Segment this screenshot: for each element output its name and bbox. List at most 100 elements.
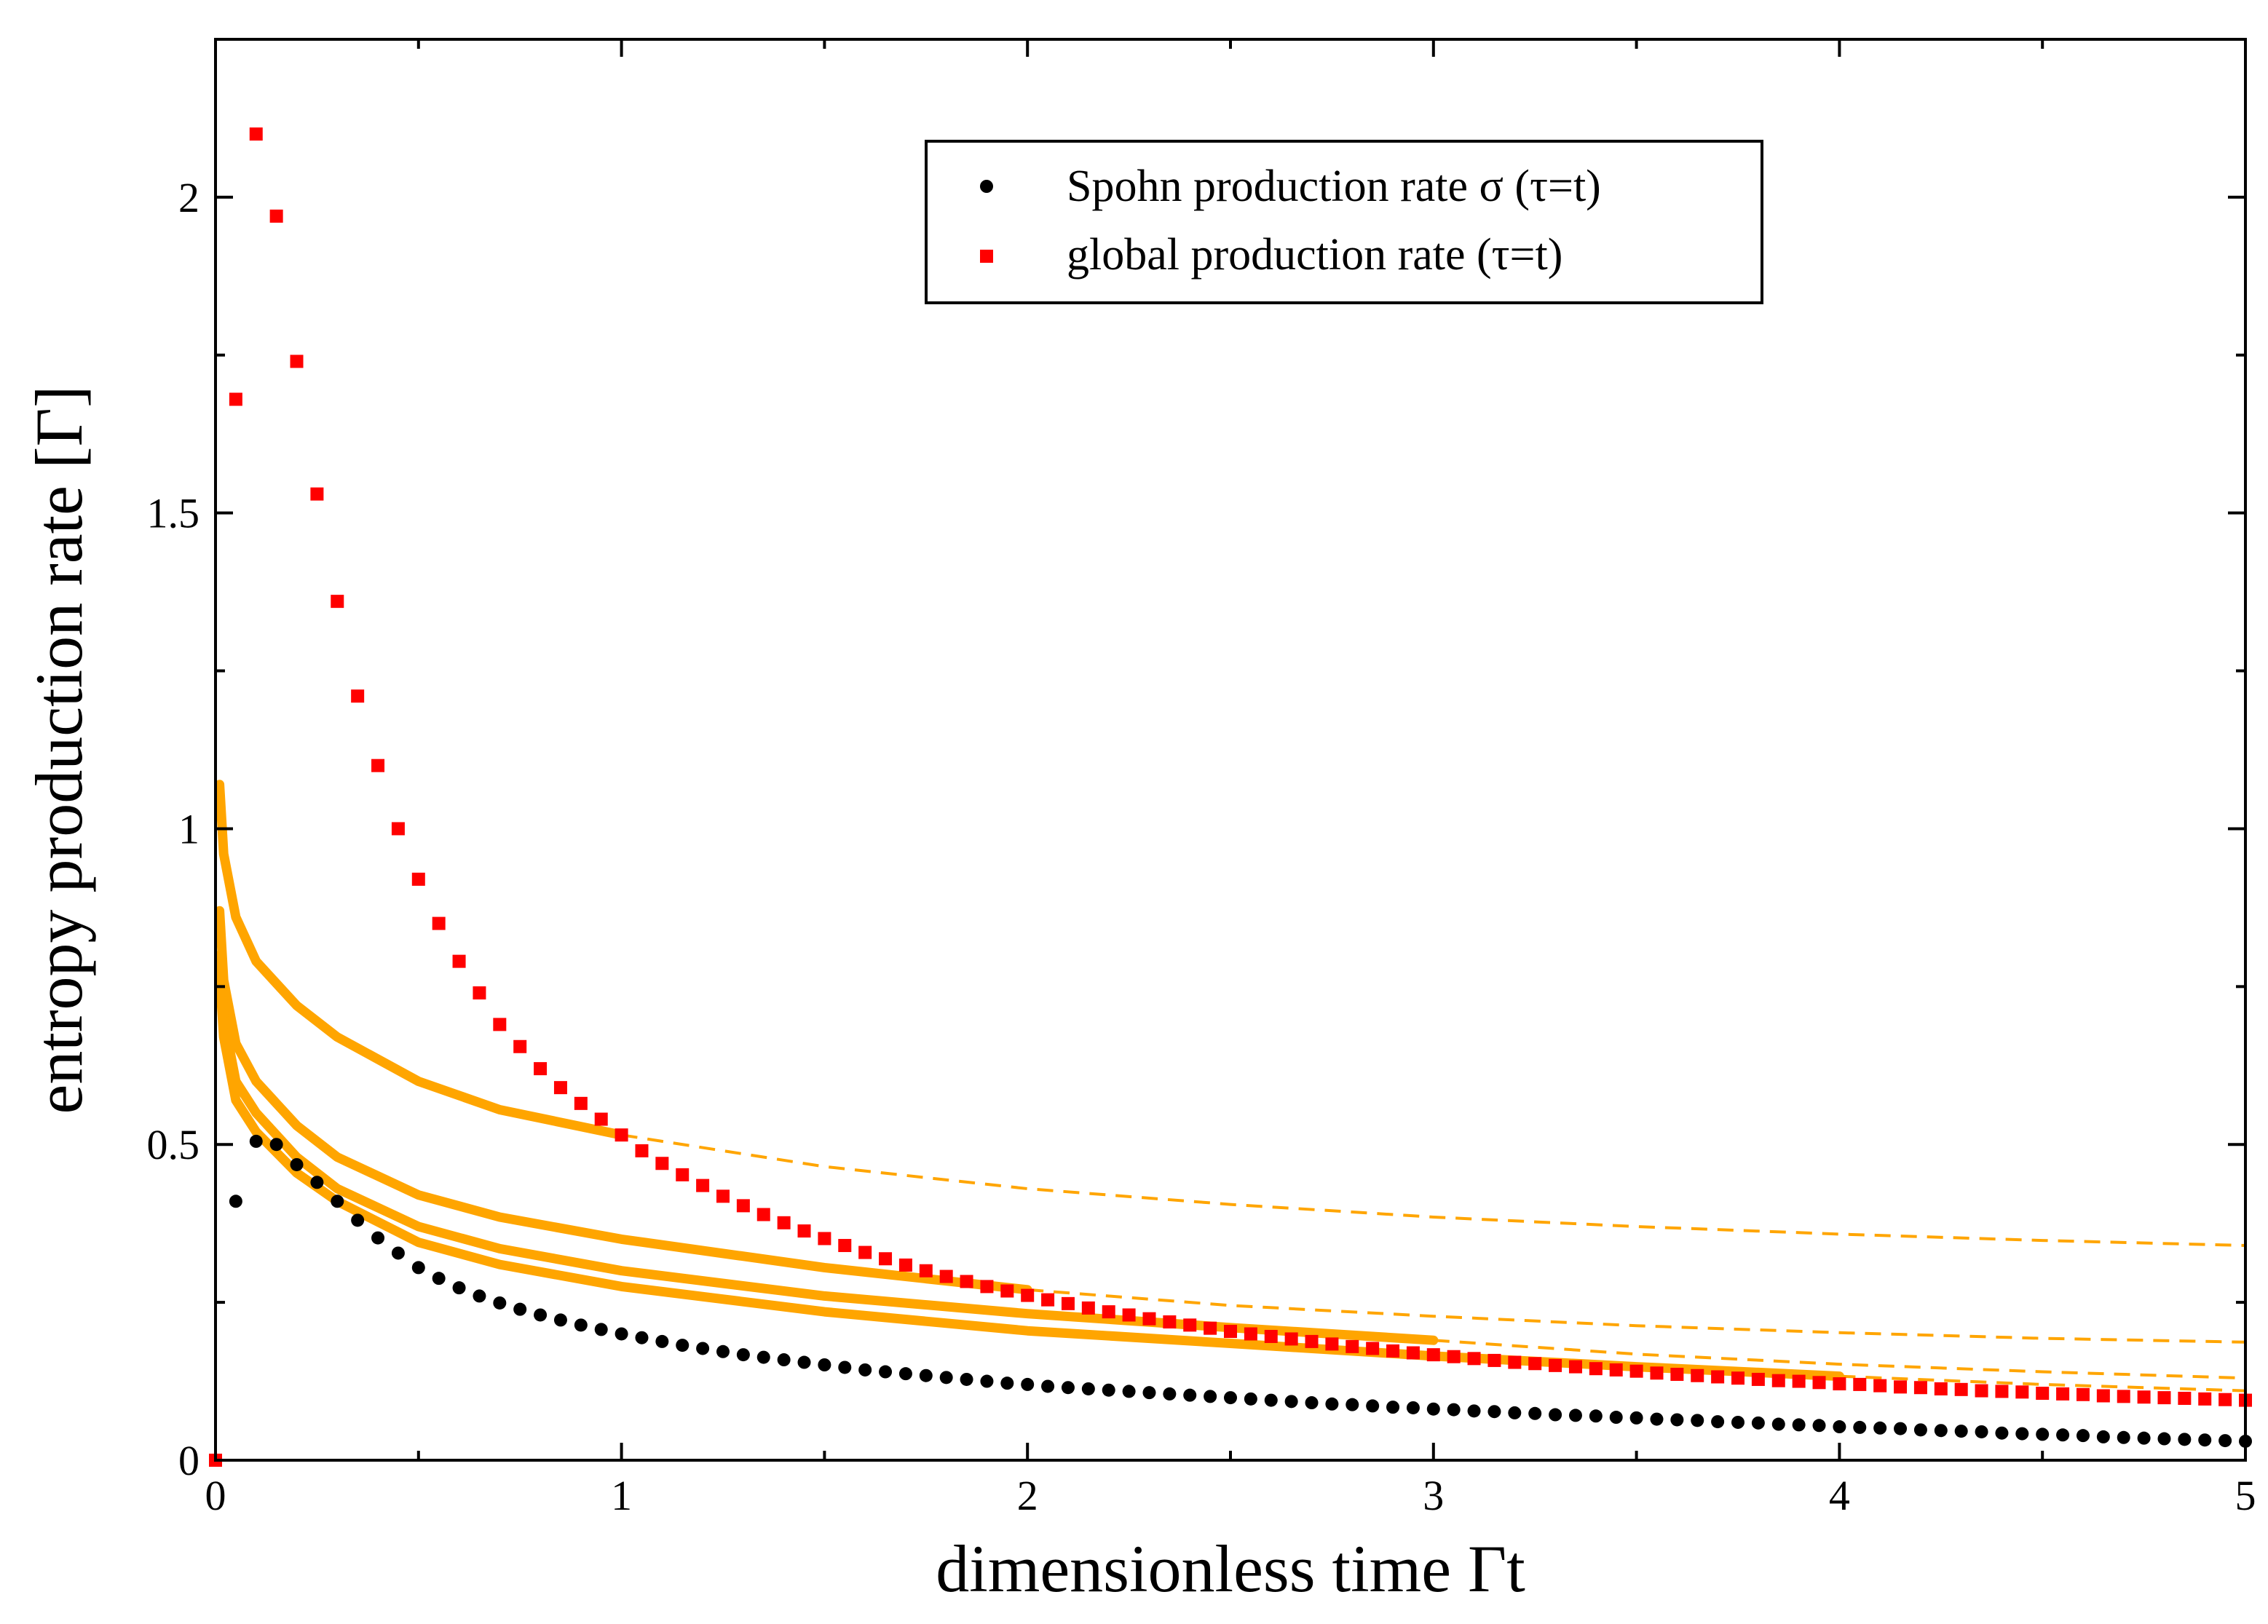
x-tick-label-4: 4: [1829, 1472, 1850, 1519]
spohn-point-86: [1975, 1425, 1988, 1438]
curve-3: [1027, 1288, 2246, 1344]
global-point-97: [2178, 1391, 2192, 1405]
global-point-20: [615, 1128, 628, 1142]
spohn-point-1: [249, 1134, 263, 1148]
spohn-point-83: [1913, 1423, 1927, 1437]
spohn-point-47: [1183, 1388, 1197, 1402]
spohn-point-62: [1487, 1405, 1501, 1419]
global-point-57: [1366, 1342, 1380, 1355]
global-point-37: [960, 1275, 973, 1288]
spohn-point-58: [1406, 1401, 1420, 1414]
y-tick-label-0: 0: [178, 1437, 199, 1484]
legend: Spohn production rate σ (τ=t) global pro…: [925, 140, 1763, 304]
legend-label-global: global production rate (τ=t): [1067, 230, 1562, 280]
spohn-point-36: [960, 1372, 973, 1386]
global-point-27: [756, 1208, 770, 1221]
spohn-point-32: [879, 1365, 893, 1379]
global-point-3: [269, 209, 283, 223]
legend-marker-spohn: [980, 180, 993, 193]
global-point-45: [1122, 1308, 1136, 1322]
global-point-42: [1061, 1296, 1075, 1310]
curve-2: [215, 906, 1032, 1295]
spohn-point-75: [1751, 1416, 1765, 1430]
global-point-19: [594, 1112, 608, 1126]
spohn-point-43: [1102, 1383, 1115, 1397]
global-point-59: [1406, 1346, 1420, 1360]
global-point-96: [2157, 1391, 2171, 1405]
spohn-point-48: [1204, 1390, 1217, 1403]
spohn-point-96: [2178, 1433, 2192, 1446]
global-point-29: [797, 1224, 811, 1238]
spohn-point-13: [493, 1296, 507, 1310]
global-point-48: [1183, 1318, 1197, 1332]
global-point-79: [1812, 1376, 1826, 1390]
global-point-66: [1549, 1358, 1562, 1372]
spohn-point-50: [1244, 1392, 1257, 1406]
spohn-point-40: [1041, 1379, 1055, 1393]
spohn-point-4: [310, 1176, 324, 1189]
spohn-point-89: [2036, 1427, 2050, 1441]
global-point-8: [371, 758, 385, 772]
global-point-55: [1325, 1337, 1339, 1351]
global-point-71: [1650, 1366, 1664, 1380]
global-point-51: [1244, 1327, 1257, 1341]
global-point-94: [2117, 1390, 2130, 1403]
spohn-point-22: [676, 1339, 690, 1352]
spohn-point-70: [1650, 1412, 1664, 1426]
spohn-point-61: [1467, 1404, 1481, 1418]
spohn-point-3: [290, 1157, 304, 1171]
global-point-7: [351, 689, 365, 703]
global-point-38: [980, 1280, 994, 1294]
global-point-78: [1792, 1374, 1806, 1388]
global-point-84: [1913, 1381, 1927, 1395]
y-tick-label-4: 2: [178, 174, 199, 221]
global-point-60: [1426, 1348, 1440, 1362]
global-point-32: [858, 1245, 872, 1259]
global-point-52: [1264, 1329, 1278, 1343]
spohn-point-45: [1142, 1386, 1156, 1400]
spohn-point-93: [2117, 1430, 2130, 1444]
global-point-83: [1894, 1380, 1908, 1394]
spohn-point-44: [1122, 1385, 1136, 1398]
spohn-point-72: [1691, 1414, 1704, 1427]
curve-1: [621, 1133, 2246, 1247]
spohn-point-29: [818, 1358, 831, 1371]
global-point-85: [1934, 1382, 1948, 1395]
global-point-99: [2218, 1393, 2232, 1406]
markers-layer: [209, 127, 2252, 1467]
spohn-point-87: [1995, 1426, 2009, 1440]
global-point-72: [1670, 1368, 1684, 1382]
spohn-point-5: [331, 1195, 344, 1208]
spohn-point-94: [2137, 1431, 2151, 1445]
global-point-95: [2137, 1390, 2151, 1404]
spohn-point-41: [1061, 1381, 1075, 1395]
spohn-point-31: [858, 1363, 872, 1377]
global-point-41: [1041, 1293, 1055, 1307]
legend-marker-global: [980, 250, 993, 263]
global-point-76: [1751, 1372, 1765, 1386]
spohn-point-23: [696, 1342, 710, 1355]
spohn-point-26: [756, 1350, 770, 1364]
spohn-point-71: [1670, 1413, 1684, 1427]
spohn-point-49: [1224, 1391, 1237, 1405]
global-point-54: [1305, 1334, 1319, 1348]
global-point-50: [1224, 1325, 1237, 1339]
global-point-36: [939, 1270, 953, 1283]
spohn-point-27: [777, 1353, 791, 1367]
global-point-24: [696, 1179, 710, 1192]
global-point-80: [1833, 1377, 1846, 1391]
spohn-point-18: [594, 1323, 608, 1336]
global-point-15: [513, 1039, 527, 1053]
spohn-point-59: [1426, 1402, 1440, 1416]
spohn-point-85: [1954, 1425, 1968, 1438]
global-point-75: [1731, 1371, 1745, 1385]
spohn-point-91: [2076, 1429, 2090, 1443]
global-point-23: [676, 1168, 690, 1181]
global-point-39: [1000, 1284, 1014, 1298]
curves-layer: [215, 780, 2246, 1393]
global-point-70: [1629, 1364, 1643, 1378]
global-point-68: [1589, 1362, 1603, 1376]
spohn-point-19: [615, 1327, 628, 1341]
spohn-point-78: [1812, 1419, 1826, 1433]
